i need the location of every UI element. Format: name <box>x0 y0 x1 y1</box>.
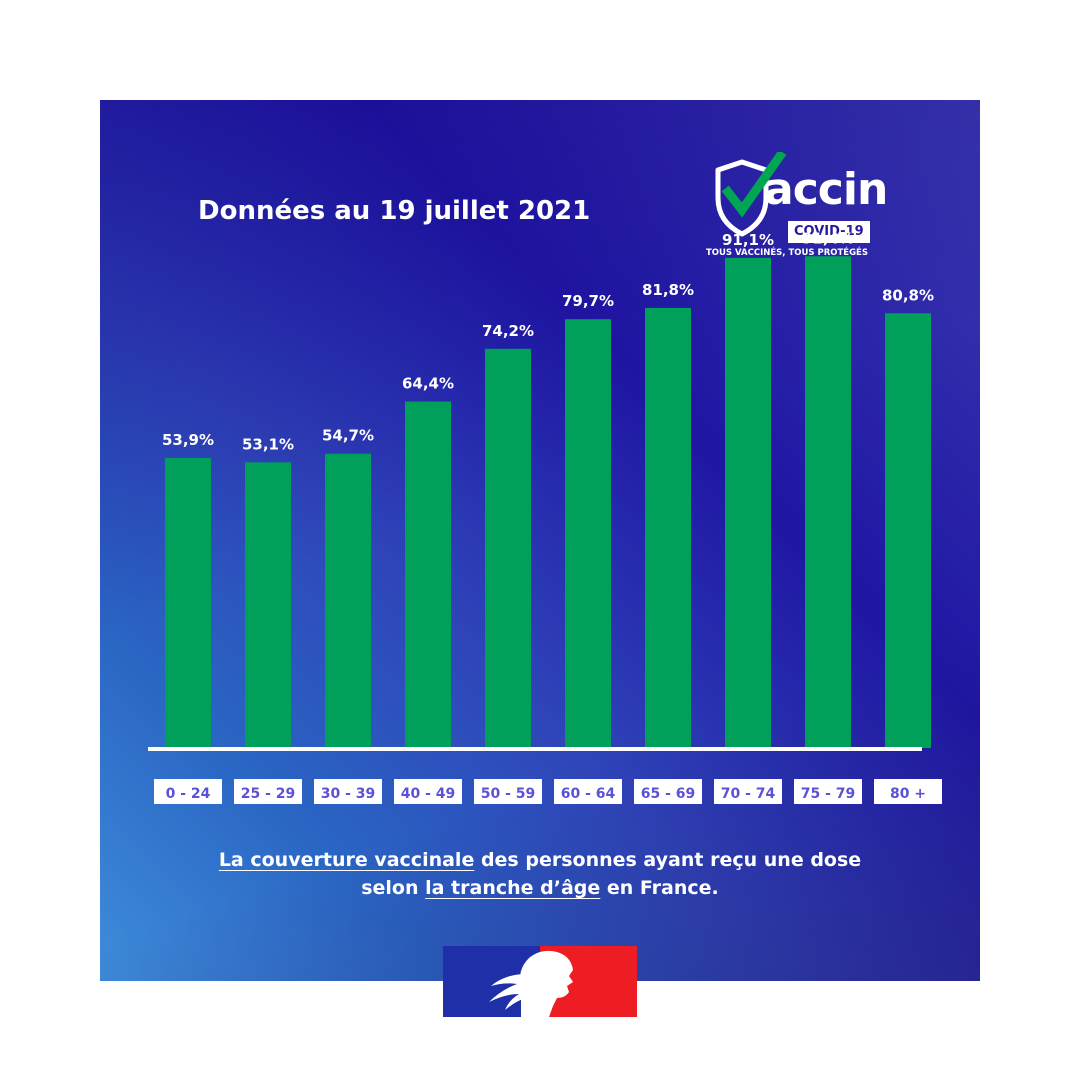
category-label-5: 60 - 64 <box>561 786 616 802</box>
shield-check-icon <box>715 152 786 237</box>
bar-value-label-0: 53,9% <box>162 431 214 449</box>
category-label-box-8 <box>794 779 862 804</box>
category-label-box-2 <box>314 779 382 804</box>
logo-tagline: TOUS VACCINÉS, TOUS PROTÉGÉS <box>706 248 868 258</box>
bar-1 <box>245 462 291 748</box>
category-label-box-6 <box>634 779 702 804</box>
category-label-box-7 <box>714 779 782 804</box>
category-label-6: 65 - 69 <box>641 786 696 802</box>
vaccin-covid-logo: accin COVID-19 TOUS VACCINÉS, TOUS PROTÉ… <box>706 152 888 270</box>
category-label-3: 40 - 49 <box>401 786 456 802</box>
category-label-2: 30 - 39 <box>321 786 376 802</box>
marianne-icon <box>489 950 573 1017</box>
caption-underlined-2: la tranche d’âge <box>425 877 601 899</box>
category-label-box-5 <box>554 779 622 804</box>
caption-underlined-1: La couverture vaccinale <box>218 849 475 871</box>
category-label-9: 80 + <box>890 786 926 802</box>
bar-5 <box>565 319 611 748</box>
bar-0 <box>165 458 211 748</box>
bar-6 <box>645 307 691 748</box>
bar-value-label-1: 53,1% <box>242 435 294 453</box>
bar-8 <box>805 256 851 748</box>
bar-2 <box>325 453 371 748</box>
bar-value-label-6: 81,8% <box>642 281 694 299</box>
category-label-4: 50 - 59 <box>481 786 536 802</box>
logo-word: accin <box>764 164 888 215</box>
category-label-box-0 <box>154 779 222 804</box>
x-axis-line <box>148 747 922 751</box>
bar-value-label-3: 64,4% <box>402 375 454 393</box>
bar-value-label-4: 74,2% <box>482 322 534 340</box>
bar-4 <box>485 348 531 748</box>
caption-text-2: selon <box>361 877 426 899</box>
bar-value-label-8: 91,4% <box>802 229 854 247</box>
bar-value-label-5: 79,7% <box>562 292 614 310</box>
page-title: Données au 19 juillet 2021 <box>198 196 591 226</box>
category-label-8: 75 - 79 <box>801 786 856 802</box>
infographic-card: Données au 19 juillet 2021 accin COVID-1… <box>100 100 980 981</box>
bar-value-label-7: 91,1% <box>722 231 774 249</box>
category-label-1: 25 - 29 <box>241 786 296 802</box>
category-label-box-3 <box>394 779 462 804</box>
caption-text-3: en France. <box>600 877 719 899</box>
bar-9 <box>885 313 931 748</box>
logo-badge: COVID-19 <box>788 221 870 243</box>
category-label-box-9 <box>874 779 942 804</box>
republique-francaise-logo <box>443 946 637 1017</box>
bar-7 <box>725 257 771 748</box>
bar-chart: 53,9% 0 - 24 53,1% 25 - 29 54,7% 30 - 39 64,4%… <box>148 229 942 804</box>
bar-value-label-2: 54,7% <box>322 427 374 445</box>
bar-3 <box>405 401 451 748</box>
caption-text-1: des personnes ayant reçu une dose <box>474 849 862 871</box>
chart-caption: La couverture vaccinale des personnes ay… <box>100 846 980 902</box>
category-label-box-1 <box>234 779 302 804</box>
category-label-7: 70 - 74 <box>721 786 776 802</box>
category-label-box-4 <box>474 779 542 804</box>
bar-value-label-9: 80,8% <box>882 286 934 304</box>
category-label-0: 0 - 24 <box>166 786 211 802</box>
